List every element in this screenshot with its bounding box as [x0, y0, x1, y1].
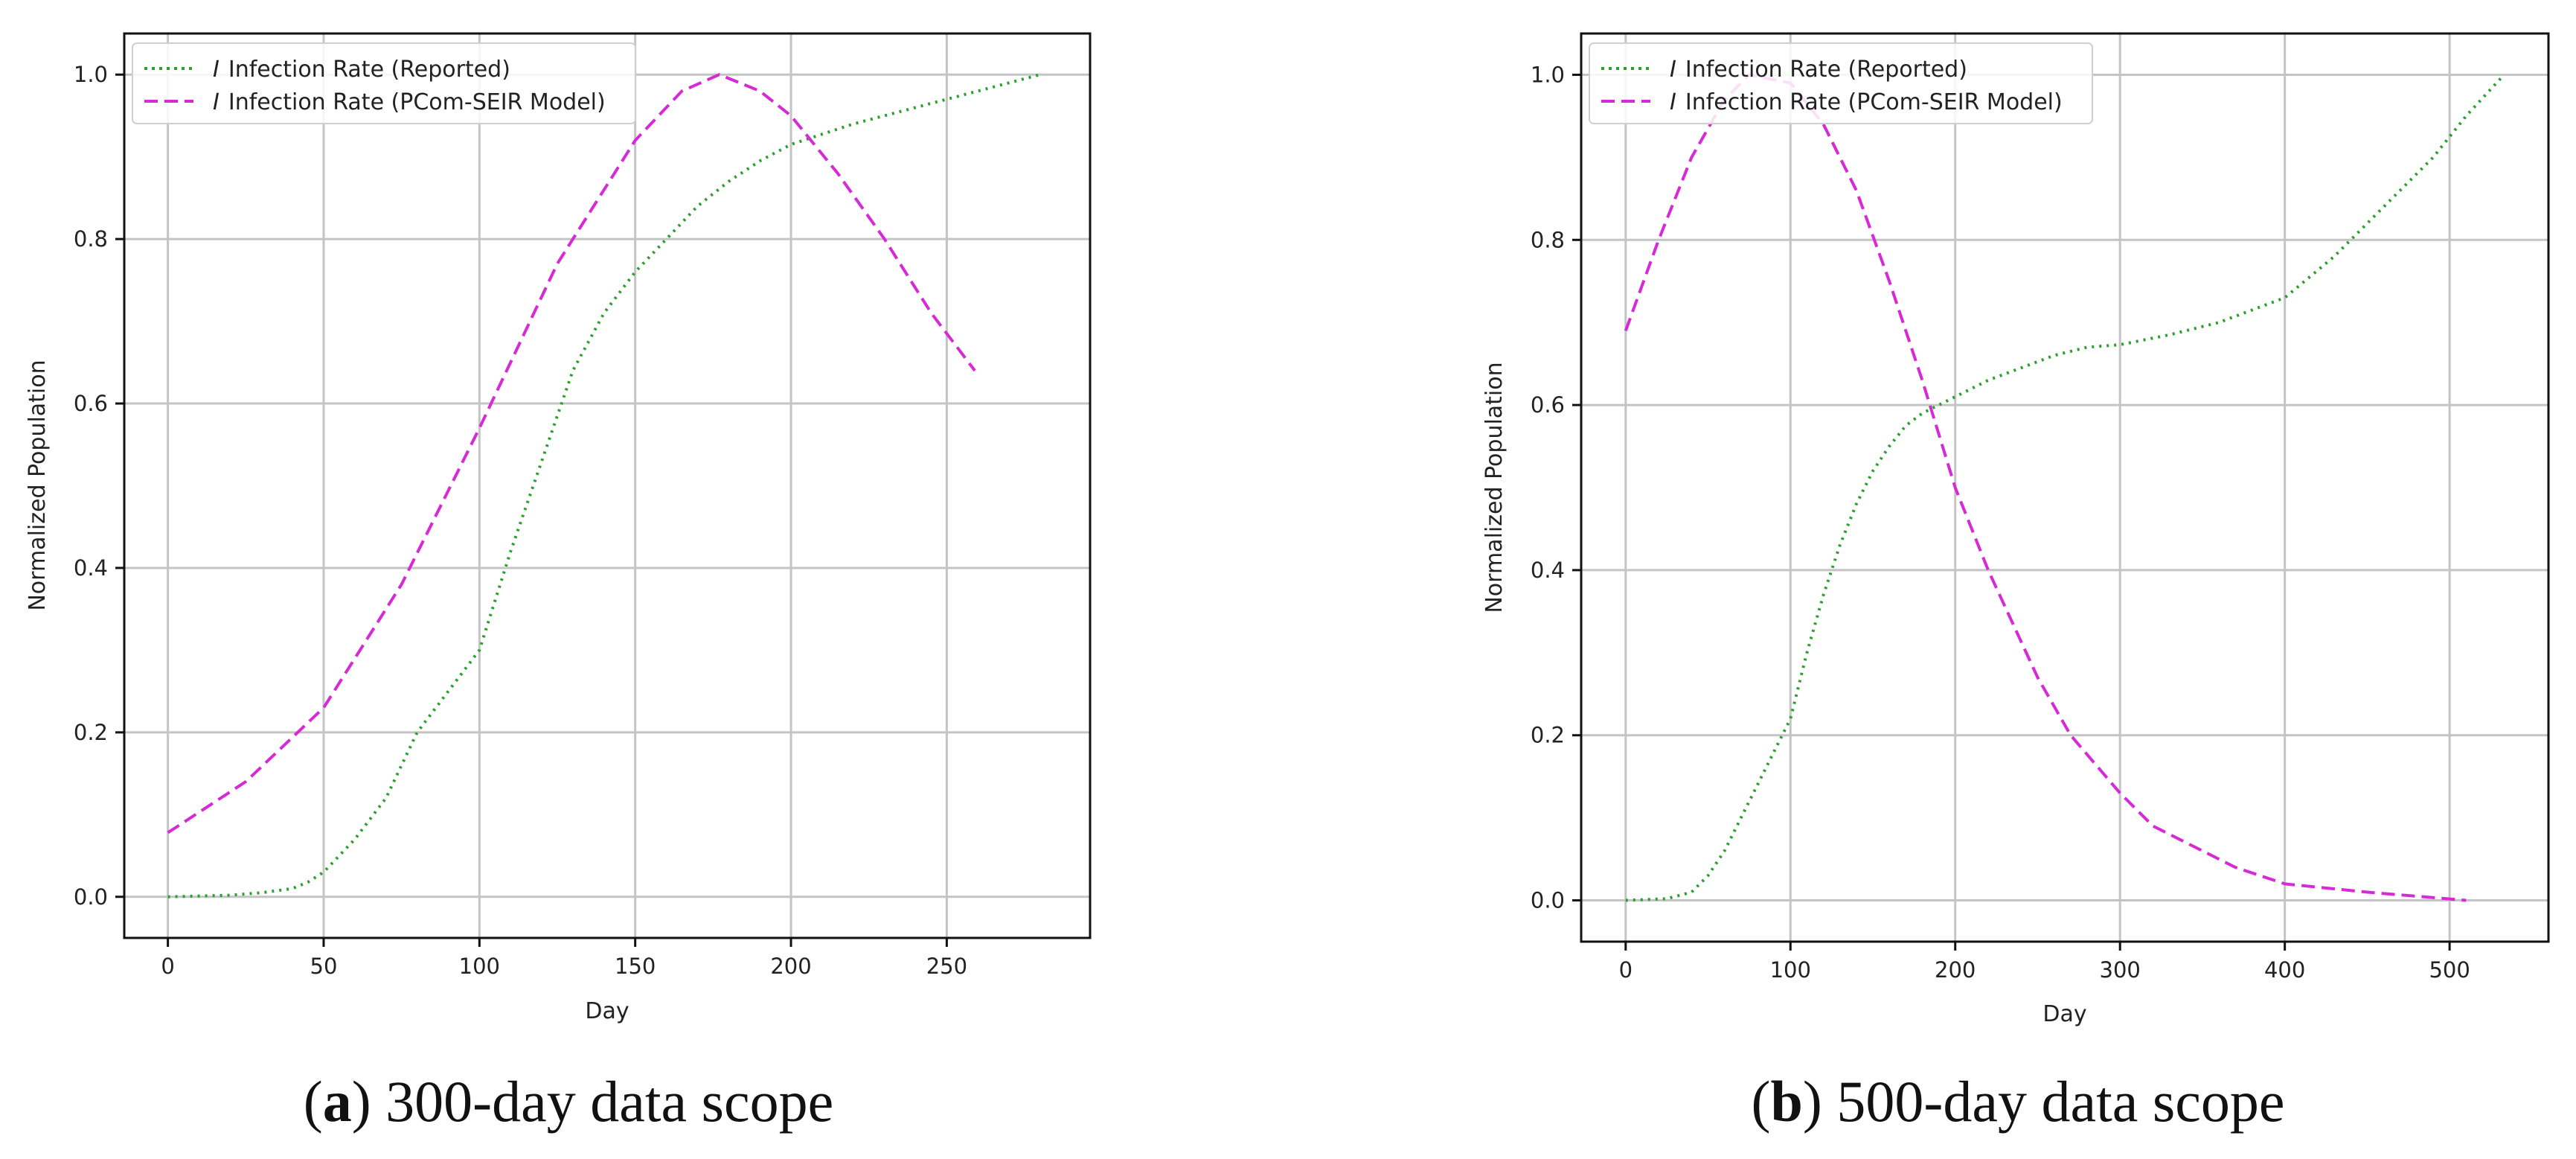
legend-symbol-model-a: I — [213, 89, 220, 115]
series-lines-a — [167, 73, 1041, 898]
y-tick-label-b-0: 0.0 — [1531, 888, 1565, 913]
plot-frame-a — [123, 32, 1092, 939]
y-tick-label-a-5: 1.0 — [74, 62, 108, 87]
x-tick-label-a-5: 250 — [926, 954, 967, 979]
y-tick-label-a-1: 0.2 — [74, 720, 108, 745]
y-tick-label-a-4: 0.8 — [74, 226, 108, 252]
panel-a: 0 50 100 150 200 250 0.0 0.2 0.4 0.6 0.8 1.0 Day No… — [25, 32, 1092, 1134]
x-tick-label-b-2: 200 — [1935, 957, 1976, 983]
x-axis-label-a: Day — [585, 998, 629, 1024]
y-axis-label-a: Normalized Population — [25, 360, 51, 610]
legend-entry-model-b: I Infection Rate (PCom-SEIR Model) — [1670, 89, 2063, 115]
legend-label-reported-a: Infection Rate (Reported) — [228, 57, 510, 83]
y-tick-label-a-0: 0.0 — [74, 884, 108, 910]
y-tick-label-b-3: 0.6 — [1531, 392, 1565, 418]
y-tick-label-b-4: 0.8 — [1531, 227, 1565, 252]
legend-box-a — [132, 42, 636, 124]
series-line-a-reported — [167, 73, 1041, 898]
x-tick-label-b-0: 0 — [1619, 957, 1633, 983]
grid-a — [124, 33, 1090, 938]
legend-symbol-reported-b: I — [1670, 57, 1676, 83]
x-tick-label-b-3: 300 — [2100, 957, 2141, 983]
caption-b: (b) 500-day data scope — [1752, 1069, 2285, 1134]
series-line-a-model — [167, 73, 976, 834]
series-lines-b — [1624, 73, 2505, 902]
ticks-b: 0 100 200 300 400 500 0.0 0.2 0.4 0.6 0.8 1.0 — [1531, 62, 2470, 983]
plot-frame-b — [1580, 32, 2550, 943]
legend-entry-model-a: I Infection Rate (PCom-SEIR Model) — [213, 89, 606, 115]
legend-entry-reported-a: I Infection Rate (Reported) — [213, 57, 510, 83]
x-axis-label-b: Day — [2042, 1001, 2086, 1027]
legend-symbol-model-b: I — [1670, 89, 1676, 115]
x-tick-label-b-1: 100 — [1770, 957, 1811, 983]
series-line-b-model — [1624, 73, 2467, 902]
caption-text-a: 300-day data scope — [371, 1069, 834, 1134]
caption-letter-a: a — [323, 1069, 352, 1134]
y-tick-label-b-1: 0.2 — [1531, 723, 1565, 748]
x-tick-label-a-2: 100 — [459, 954, 500, 979]
caption-letter-b: b — [1771, 1069, 1803, 1134]
caption-text-b: 500-day data scope — [1822, 1069, 2285, 1134]
ticks-a: 0 50 100 150 200 250 0.0 0.2 0.4 0.6 0.8 1.0 — [74, 62, 967, 979]
y-tick-label-b-2: 0.4 — [1531, 558, 1565, 583]
caption-a: (a) 300-day data scope — [304, 1069, 834, 1134]
panel-b: 0 100 200 300 400 500 0.0 0.2 0.4 0.6 0.8 1.0 Day N… — [1481, 32, 2550, 1134]
legend-label-reported-b: Infection Rate (Reported) — [1685, 57, 1967, 83]
x-tick-label-a-4: 200 — [770, 954, 811, 979]
y-tick-label-b-5: 1.0 — [1531, 62, 1565, 87]
legend-a: I Infection Rate (Reported) I Infection Ra… — [132, 42, 636, 124]
x-tick-label-a-1: 50 — [310, 954, 338, 979]
legend-label-model-a: Infection Rate (PCom-SEIR Model) — [228, 89, 606, 115]
x-tick-label-b-5: 500 — [2429, 957, 2470, 983]
y-tick-label-a-2: 0.4 — [74, 555, 108, 581]
x-tick-label-b-4: 400 — [2264, 957, 2305, 983]
legend-symbol-reported-a: I — [213, 57, 220, 83]
grid-b — [1581, 33, 2548, 942]
x-tick-label-a-3: 150 — [615, 954, 656, 979]
legend-b: I Infection Rate (Reported) I Infection Ra… — [1589, 42, 2093, 124]
y-tick-label-a-3: 0.6 — [74, 391, 108, 416]
x-tick-label-a-0: 0 — [161, 954, 174, 979]
legend-label-model-b: Infection Rate (PCom-SEIR Model) — [1685, 89, 2063, 115]
legend-box-b — [1589, 42, 2093, 124]
series-line-b-reported — [1625, 74, 2505, 902]
legend-entry-reported-b: I Infection Rate (Reported) — [1670, 57, 1967, 83]
y-axis-label-b: Normalized Population — [1481, 362, 1508, 613]
